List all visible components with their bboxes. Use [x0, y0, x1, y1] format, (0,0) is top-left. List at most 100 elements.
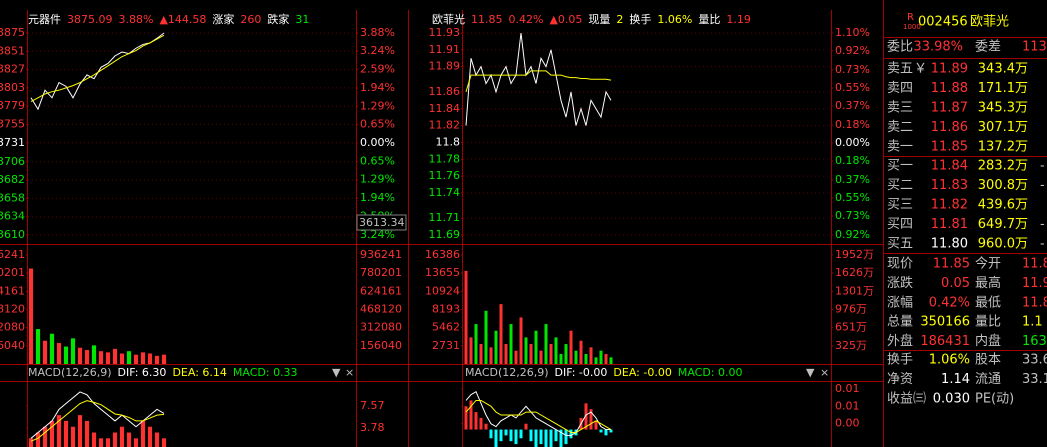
macd-bar: [70, 426, 76, 447]
volume-bar: [77, 347, 83, 364]
y-tick-label: 10924: [425, 284, 460, 297]
macd-bar: [569, 429, 573, 439]
macd-bar: [514, 429, 518, 445]
badge: R: [907, 12, 914, 23]
header-text: MACD(12,26,9): [465, 366, 549, 379]
quote-text: 345.3万: [978, 101, 1028, 116]
quote-text: 量比: [975, 315, 1001, 330]
close-icon[interactable]: ×: [345, 366, 354, 379]
macd-bar: [63, 420, 69, 447]
dropdown-icon[interactable]: ▼: [332, 366, 341, 379]
macd-bar: [84, 420, 90, 447]
macd-bar: [119, 426, 125, 447]
quote-text: 内盘: [975, 333, 1001, 349]
header-text: 现量: [588, 13, 610, 26]
volume-bar: [489, 347, 493, 364]
macd-bar: [609, 429, 613, 433]
quote-text: 买二: [887, 178, 913, 193]
volume-bar: [564, 344, 568, 364]
header-text: 31: [295, 13, 309, 26]
quote-text: 外盘: [887, 333, 913, 349]
y-tick-label: 11.91: [429, 43, 461, 56]
macd-bar: [98, 438, 104, 447]
macd-bar: [589, 409, 593, 430]
y2-tick-label: 1.94%: [360, 81, 395, 94]
volume-bar: [154, 355, 160, 364]
volume-bar: [524, 337, 528, 364]
header-text: 3.88%: [119, 13, 154, 26]
header-text: MACD: 0.00: [678, 366, 743, 379]
macd-bar: [509, 429, 513, 442]
volume-bar: [63, 346, 69, 364]
y2-tick-label: 3.24%: [360, 44, 395, 57]
y2-tick-label: 0.73%: [835, 209, 870, 222]
macd-bar: [529, 429, 533, 442]
y2-tick-label: 0.65%: [360, 155, 395, 168]
y-tick-label: 936241: [0, 248, 25, 261]
y-tick-label: 11.69: [429, 228, 461, 241]
y-tick-label: 3731: [0, 136, 25, 149]
quote-text: 137.2万: [978, 140, 1028, 155]
header-text: DIF: 6.30: [118, 366, 167, 379]
y-tick-label: 468120: [360, 303, 402, 316]
quote-text: 净资: [887, 372, 913, 387]
volume-bar: [519, 317, 523, 364]
quote-panel: R 1000 002456 欧菲光 委比33.98%委差1130卖五￥11.89…: [884, 12, 1047, 407]
y2-tick-label: 0.37%: [835, 99, 870, 112]
volume-bar: [599, 350, 603, 364]
y-tick-label: 780201: [0, 266, 25, 279]
quote-text: 0.42%: [929, 295, 970, 310]
volume-bar: [469, 337, 473, 364]
quote-text: 11.8: [1022, 295, 1047, 310]
y-tick-label: 11.82: [429, 119, 461, 132]
y2-tick-label: 976万: [835, 303, 867, 316]
quote-text: 股本: [975, 353, 1001, 368]
cursor-label: 3613.34: [359, 216, 405, 229]
header-text: 11.85: [471, 13, 503, 26]
y-tick-label: 3658: [0, 191, 25, 204]
quote-text: 300.8万: [978, 178, 1028, 193]
quote-text: 换手: [887, 353, 913, 368]
y-tick-label: 468120: [0, 303, 25, 316]
header-text: 元器件: [28, 13, 61, 26]
macd-bar: [469, 400, 473, 430]
quote-text: 买三: [887, 198, 913, 213]
volume-bar: [609, 357, 613, 364]
y2-tick-label: 0.55%: [835, 81, 870, 94]
header-text: 3875.09: [67, 13, 113, 26]
header-text: 2: [616, 13, 623, 26]
quote-text: 总量: [887, 315, 913, 330]
macd-bar: [133, 438, 139, 447]
header-text: DEA: 6.14: [172, 366, 226, 379]
macd-bar: [564, 429, 568, 445]
quote-text: 最高: [975, 275, 1001, 291]
header-text: ▲0.05: [549, 13, 582, 26]
macd-bar: [474, 412, 478, 430]
quote-text: ￥: [914, 62, 927, 77]
macd-bar: [140, 420, 146, 447]
volume-bar: [574, 350, 578, 364]
quote-text: 11.82: [931, 198, 968, 213]
macd-bar: [489, 429, 493, 439]
header-text: MACD: 0.33: [233, 366, 298, 379]
volume-bar: [147, 353, 153, 364]
y-tick-label: 624161: [360, 284, 402, 297]
stock-name: 欧菲光: [970, 15, 1009, 30]
volume-bar: [539, 350, 543, 364]
quote-text: 11.89: [931, 62, 968, 77]
volume-bar: [569, 330, 573, 364]
y-tick-label: 11.84: [429, 102, 461, 115]
quote-text: 11.85: [933, 257, 970, 272]
header-text: DIF: -0.00: [555, 366, 608, 379]
macd-bar: [161, 438, 167, 447]
macd-bar: [154, 432, 160, 447]
dropdown-icon[interactable]: ▼: [806, 366, 815, 379]
quote-text: 委比: [887, 40, 913, 55]
close-icon[interactable]: ×: [820, 366, 829, 379]
quote-text: 0.030: [933, 392, 970, 407]
volume-bar: [544, 324, 548, 364]
quote-text: 11.84: [931, 159, 968, 174]
volume-bar: [474, 324, 478, 364]
quote-text: PE(动): [975, 392, 1014, 407]
y-tick-label: 780201: [360, 266, 402, 279]
